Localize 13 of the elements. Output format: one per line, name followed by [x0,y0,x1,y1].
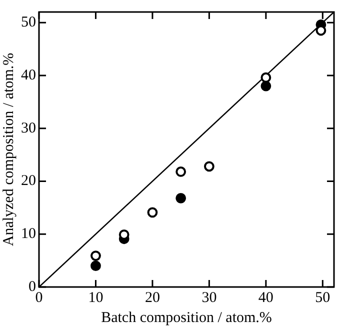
x-tick-label: 20 [144,290,160,306]
y-tick-label: 0 [28,278,36,295]
x-tick-label: 10 [88,290,104,306]
y-axis-title: Analyzed composition / atom.% [0,52,17,246]
y-tick-label: 40 [21,67,36,84]
y-tick-label: 10 [21,226,36,242]
y-tick-label: 20 [21,173,36,190]
y-tick-label: 50 [21,14,36,31]
y-tick-label: 30 [21,120,36,136]
x-tick-label: 30 [202,290,217,306]
x-tick-label: 50 [315,290,330,306]
x-axis-title: Batch composition / atom.% [101,310,272,326]
x-tick-label: 40 [258,290,274,306]
